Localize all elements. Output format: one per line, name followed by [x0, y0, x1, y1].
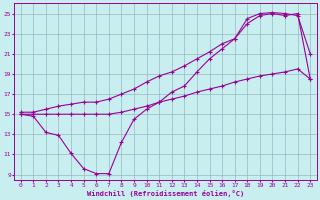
X-axis label: Windchill (Refroidissement éolien,°C): Windchill (Refroidissement éolien,°C): [87, 190, 244, 197]
